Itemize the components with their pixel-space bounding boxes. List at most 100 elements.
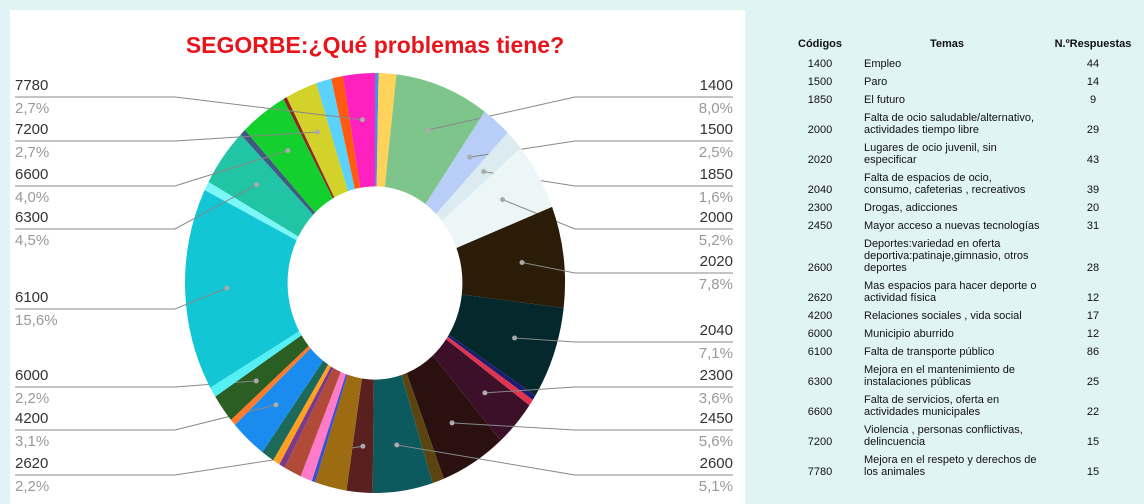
donut-segment xyxy=(283,97,335,199)
donut-segment xyxy=(279,366,334,468)
table-cell: 1850 xyxy=(807,94,833,106)
segment-label: 7200 xyxy=(15,121,48,138)
table-cell: Mayor acceso a nuevas tecnologías xyxy=(864,220,1040,232)
donut-segment xyxy=(401,373,444,484)
table-cell: 9 xyxy=(1089,94,1097,106)
table-row: 2620 Mas espacios para hacer deporte o ac… xyxy=(788,274,1144,304)
table-cell: 6100 xyxy=(807,346,833,358)
table-cell: Falta de espacios de ocio, consumo, cafe… xyxy=(864,172,1026,196)
header-cell: N.ºRespuestas xyxy=(1054,38,1132,50)
segment-label: 2600 xyxy=(700,455,733,472)
table-row: 2000 Falta de ocio saludable/alternativo,… xyxy=(788,106,1144,136)
table-cell: El futuro xyxy=(864,94,905,106)
segment-label: 1850 xyxy=(700,166,733,183)
donut-segment xyxy=(342,73,375,188)
table-cell: Violencia , personas conflictivas, delin… xyxy=(864,424,1023,448)
table-cell: Falta de transporte público xyxy=(864,346,995,358)
table-cell: Paro xyxy=(864,76,888,88)
segment-value-label: 1,6% xyxy=(699,189,733,206)
donut-segment xyxy=(436,132,521,221)
table-row: 1400 Empleo 44 xyxy=(788,52,1144,70)
donut-segment xyxy=(376,73,397,188)
segment-label: 2300 xyxy=(700,367,733,384)
leader-dot xyxy=(253,182,259,188)
segment-label: 4200 xyxy=(15,410,48,427)
table-cell: 2450 xyxy=(807,220,833,232)
segment-value-label: 2,2% xyxy=(15,478,49,495)
donut-segment xyxy=(184,190,300,388)
header-row: Códigos Temas N.ºRespuestas xyxy=(788,36,1144,52)
table-cell: Lugares de ocio juvenil, sin especificar xyxy=(864,142,997,166)
donut-segment xyxy=(240,129,316,215)
leader-line xyxy=(521,261,733,274)
table-row: 2450 Mayor acceso a nuevas tecnologías 31 xyxy=(788,214,1144,232)
table-cell: 28 xyxy=(1086,262,1100,274)
donut-segment xyxy=(446,336,533,406)
table-row: 1850 El futuro 9 xyxy=(788,88,1144,106)
segment-value-label: 2,5% xyxy=(699,144,733,161)
table-row: 4200 Relaciones sociales , vida social 17 xyxy=(788,304,1144,322)
data-table: Códigos Temas N.ºRespuestas 1400 Empleo 44… xyxy=(788,36,1144,478)
donut-segment xyxy=(316,78,355,192)
segment-label: 2620 xyxy=(15,455,48,472)
table-cell: Municipio aburrido xyxy=(864,328,954,340)
segment-label: 1500 xyxy=(700,121,733,138)
table-row: 1500 Paro 14 xyxy=(788,70,1144,88)
segment-label: 6300 xyxy=(15,209,48,226)
table-row: 2600 Deportes:variedad en oferta deportiv… xyxy=(788,232,1144,274)
segment-value-label: 3,1% xyxy=(15,433,49,450)
header-cell: Temas xyxy=(929,38,965,50)
table-row: 6300 Mejora en el mantenimiento de instal… xyxy=(788,358,1144,388)
donut-segment xyxy=(262,360,329,461)
leader-dot xyxy=(449,420,455,426)
table-cell: 6000 xyxy=(807,328,833,340)
leader-line xyxy=(396,444,733,476)
segment-value-label: 2,2% xyxy=(15,390,49,407)
donut-segment xyxy=(273,364,331,465)
table-cell: 2300 xyxy=(807,202,833,214)
donut-segment xyxy=(372,375,433,493)
leader-dot xyxy=(285,147,291,153)
table: Códigos Temas N.ºRespuestas 1400 Empleo 44… xyxy=(788,36,1144,504)
table-cell: 7780 xyxy=(807,466,833,478)
table-cell: Drogas, adicciones xyxy=(864,202,958,214)
table-cell: 2000 xyxy=(807,124,833,136)
table-cell: 29 xyxy=(1086,124,1100,136)
segment-value-label: 5,2% xyxy=(699,232,733,249)
donut-segment xyxy=(210,331,302,397)
table-cell: 2620 xyxy=(807,292,833,304)
segment-label: 6000 xyxy=(15,367,48,384)
segment-label: 2040 xyxy=(700,322,733,339)
segment-label: 6100 xyxy=(15,289,48,306)
leader-line xyxy=(514,337,733,343)
donut-segment xyxy=(384,74,485,205)
table-cell: 17 xyxy=(1086,310,1100,322)
segment-value-label: 8,0% xyxy=(699,100,733,117)
segment-value-label: 5,1% xyxy=(699,478,733,495)
table-cell: 2600 xyxy=(807,262,833,274)
table-cell: 43 xyxy=(1086,154,1100,166)
leader-dot xyxy=(467,154,473,160)
segment-value-label: 5,6% xyxy=(699,433,733,450)
table-row: 2020 Lugares de ocio juvenil, sin especif… xyxy=(788,136,1144,166)
donut-segment xyxy=(441,148,553,249)
segment-value-label: 2,7% xyxy=(15,144,49,161)
table-cell: 39 xyxy=(1086,184,1100,196)
table-cell: 2040 xyxy=(807,184,833,196)
leader-line xyxy=(15,96,363,121)
leader-dot xyxy=(425,127,431,133)
leader-line xyxy=(15,150,289,187)
table-cell: 22 xyxy=(1086,406,1100,418)
leader-dot xyxy=(481,169,487,175)
table-cell: 25 xyxy=(1086,376,1100,388)
table-cell: 6600 xyxy=(807,406,833,418)
donut-segment xyxy=(448,294,564,396)
table-cell: 14 xyxy=(1086,76,1100,88)
table-cell: 44 xyxy=(1086,58,1100,70)
table-cell: Relaciones sociales , vida social xyxy=(864,310,1022,322)
leader-dot xyxy=(360,443,366,449)
table-cell: 15 xyxy=(1086,466,1100,478)
table-cell: 12 xyxy=(1086,292,1100,304)
table-cell: 15 xyxy=(1086,436,1100,448)
